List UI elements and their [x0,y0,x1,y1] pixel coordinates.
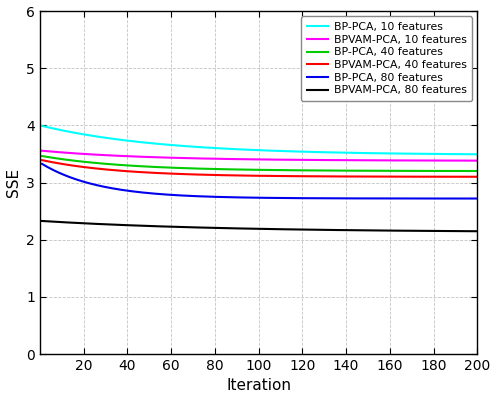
BP-PCA, 80 features [39,162,45,166]
BP-PCA, 40 features [91,160,97,165]
Line: BP-PCA, 40 features: BP-PCA, 40 features [42,156,477,171]
BPVAM-PCA, 80 features [181,225,187,229]
BPVAM-PCA, 40 features [353,174,359,179]
BP-PCA, 80 features [474,196,480,201]
BP-PCA, 10 features [181,144,187,148]
BPVAM-PCA, 40 features [39,158,45,162]
BP-PCA, 40 features [211,167,217,172]
BPVAM-PCA, 40 features [211,173,217,178]
BP-PCA, 10 features [313,150,319,154]
BPVAM-PCA, 80 features [91,221,97,226]
BPVAM-PCA, 80 features [211,225,217,230]
BPVAM-PCA, 10 features [39,148,45,153]
BP-PCA, 80 features [313,196,319,201]
Line: BPVAM-PCA, 10 features: BPVAM-PCA, 10 features [42,151,477,161]
BP-PCA, 10 features [39,124,45,128]
BP-PCA, 10 features [356,150,362,155]
BPVAM-PCA, 10 features [211,156,217,161]
BPVAM-PCA, 40 features [181,172,187,176]
BP-PCA, 80 features [91,182,97,187]
BPVAM-PCA, 10 features [181,156,187,160]
Y-axis label: SSE: SSE [5,168,20,197]
Line: BPVAM-PCA, 80 features: BPVAM-PCA, 80 features [42,221,477,231]
BP-PCA, 10 features [211,146,217,150]
BPVAM-PCA, 10 features [313,158,319,162]
BP-PCA, 40 features [474,169,480,174]
Line: BP-PCA, 10 features: BP-PCA, 10 features [42,126,477,154]
BP-PCA, 40 features [356,168,362,173]
BPVAM-PCA, 10 features [353,158,359,163]
BPVAM-PCA, 40 features [356,174,362,179]
BPVAM-PCA, 10 features [474,158,480,163]
BP-PCA, 10 features [474,152,480,157]
BP-PCA, 10 features [91,134,97,138]
BP-PCA, 80 features [181,193,187,198]
BP-PCA, 40 features [181,166,187,170]
BP-PCA, 10 features [353,150,359,155]
Line: BP-PCA, 80 features: BP-PCA, 80 features [42,164,477,199]
BP-PCA, 80 features [356,196,362,201]
BP-PCA, 40 features [39,154,45,158]
BP-PCA, 80 features [211,194,217,199]
BP-PCA, 80 features [353,196,359,201]
BPVAM-PCA, 80 features [474,229,480,234]
BPVAM-PCA, 40 features [313,174,319,179]
BPVAM-PCA, 80 features [356,228,362,233]
BPVAM-PCA, 10 features [91,152,97,157]
BPVAM-PCA, 10 features [356,158,362,163]
BPVAM-PCA, 80 features [39,219,45,223]
Legend: BP-PCA, 10 features, BPVAM-PCA, 10 features, BP-PCA, 40 features, BPVAM-PCA, 40 : BP-PCA, 10 features, BPVAM-PCA, 10 featu… [301,16,472,101]
BP-PCA, 40 features [313,168,319,173]
BP-PCA, 40 features [353,168,359,173]
BPVAM-PCA, 40 features [474,174,480,179]
BPVAM-PCA, 80 features [353,228,359,233]
BPVAM-PCA, 40 features [91,166,97,171]
X-axis label: Iteration: Iteration [226,378,291,393]
BPVAM-PCA, 80 features [313,227,319,232]
Line: BPVAM-PCA, 40 features: BPVAM-PCA, 40 features [42,160,477,177]
